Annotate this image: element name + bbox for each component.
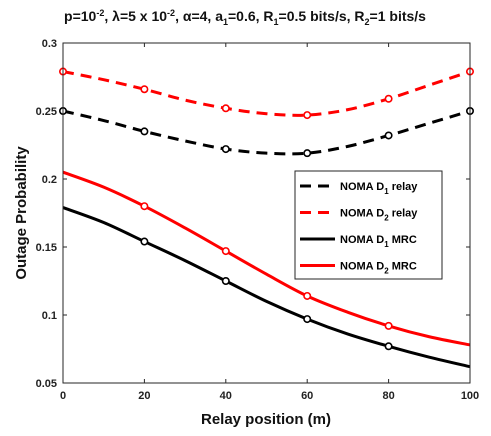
title-part: 1 bbox=[274, 17, 279, 27]
title-part: α bbox=[183, 8, 192, 24]
title-part: =0.5 bits/s, R bbox=[279, 8, 365, 24]
legend-entry-sub: 1 bbox=[384, 187, 389, 196]
legend-entry-sub: 1 bbox=[384, 240, 389, 249]
series-2-marker bbox=[221, 104, 230, 113]
y-tick-label: 0.1 bbox=[42, 310, 57, 322]
legend-entry: NOMA D2 MRC bbox=[340, 261, 417, 276]
plot-frame bbox=[62, 42, 471, 384]
title-part: 2 bbox=[365, 17, 370, 27]
title-part: =0.6, R bbox=[228, 8, 274, 24]
title-part: , bbox=[175, 8, 183, 24]
title-part: =5 x 10 bbox=[120, 8, 167, 24]
title-part: 1 bbox=[223, 17, 228, 27]
series-1-marker bbox=[384, 131, 393, 140]
x-tick-label: 60 bbox=[301, 390, 313, 402]
series-4-marker bbox=[303, 291, 312, 300]
legend-entry-sub: 2 bbox=[384, 267, 389, 276]
title-part: -2 bbox=[96, 8, 104, 18]
series-3-marker bbox=[221, 276, 230, 285]
x-axis: 0 20 40 60 80 100 bbox=[60, 43, 479, 402]
y-tick-label: 0.2 bbox=[42, 174, 57, 186]
series-line-3 bbox=[62, 206, 471, 369]
y-tick-label: 0.3 bbox=[42, 38, 57, 50]
y-tick-label: 0.15 bbox=[36, 242, 57, 254]
legend-box bbox=[294, 170, 443, 280]
title-part: =4, a bbox=[191, 8, 223, 24]
series-3-marker bbox=[384, 342, 393, 351]
legend-entry-tail: MRC bbox=[389, 261, 417, 273]
series-3-marker bbox=[140, 237, 149, 246]
series-4-marker bbox=[384, 321, 393, 330]
legend-entry: NOMA D1 MRC bbox=[340, 234, 417, 249]
series-layer bbox=[58, 67, 474, 369]
series-3-marker bbox=[303, 315, 312, 324]
series-2-marker bbox=[384, 94, 393, 103]
x-tick-label: 20 bbox=[138, 390, 150, 402]
y-tick-label: 0.25 bbox=[36, 106, 57, 118]
title-part: =1 bits/s bbox=[370, 8, 427, 24]
series-2-marker bbox=[303, 111, 312, 120]
legend-entry-sub: 2 bbox=[384, 214, 389, 223]
y-axis-label: Outage Probability bbox=[13, 146, 30, 280]
legend-entry-tail: MRC bbox=[389, 234, 417, 246]
legend-entry-tail: relay bbox=[389, 181, 419, 193]
series-line-1 bbox=[62, 109, 471, 156]
legend-entry-tail: relay bbox=[389, 208, 419, 220]
title-part: λ bbox=[112, 8, 120, 24]
x-tick-label: 100 bbox=[461, 390, 479, 402]
title-part: , bbox=[104, 8, 112, 24]
x-tick-label: 0 bbox=[60, 390, 66, 402]
x-tick-label: 80 bbox=[382, 390, 394, 402]
series-4-marker bbox=[140, 202, 149, 211]
series-line-4 bbox=[62, 170, 471, 347]
legend-entry-text: NOMA D bbox=[340, 181, 384, 193]
legend-entry-text: NOMA D bbox=[340, 208, 384, 220]
x-tick-label: 40 bbox=[220, 390, 232, 402]
title-part: -2 bbox=[167, 8, 175, 18]
series-1-marker bbox=[140, 127, 149, 136]
legend-entry-text: NOMA D bbox=[340, 261, 384, 273]
title-part: p=10 bbox=[64, 8, 97, 24]
chart-title: p=10-2, λ=5 x 10-2, α=4, a1=0.6, R1=0.5 … bbox=[64, 8, 426, 27]
x-axis-label: Relay position (m) bbox=[201, 411, 331, 428]
legend-entry: NOMA D2 relay bbox=[340, 208, 418, 223]
legend-entry-text: NOMA D bbox=[340, 234, 384, 246]
series-2-marker bbox=[140, 85, 149, 94]
series-1-marker bbox=[303, 149, 312, 158]
series-line-2 bbox=[62, 70, 471, 117]
legend-entry: NOMA D1 relay bbox=[340, 181, 418, 196]
series-1-marker bbox=[221, 145, 230, 154]
y-tick-label: 0.05 bbox=[36, 378, 57, 390]
series-4-marker bbox=[221, 247, 230, 256]
